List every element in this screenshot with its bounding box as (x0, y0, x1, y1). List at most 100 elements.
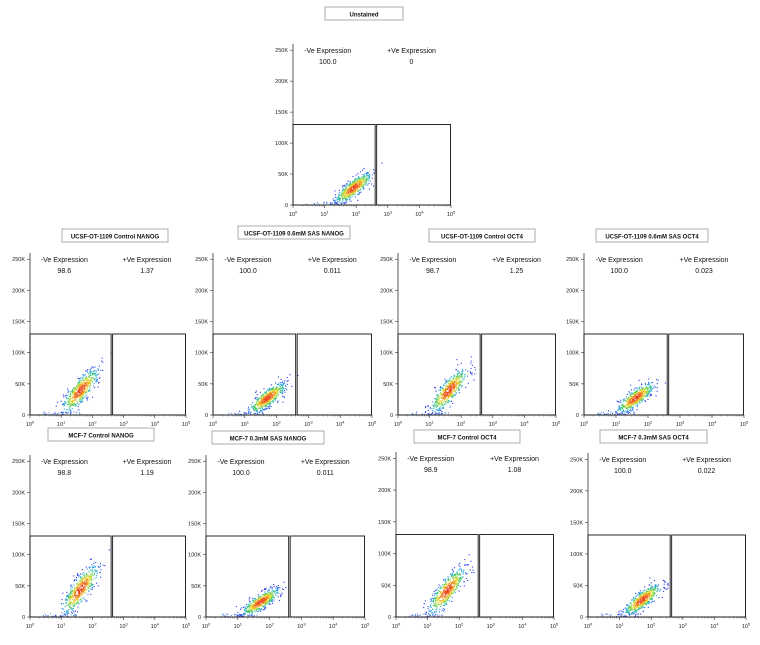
data-point (86, 576, 88, 578)
data-point (273, 398, 275, 400)
data-point (459, 381, 461, 384)
data-point (350, 197, 352, 199)
data-point (248, 611, 250, 613)
data-point (257, 401, 259, 403)
x-tick-label: 103 (119, 420, 128, 429)
data-point (637, 397, 639, 399)
x-tick-label: 105 (361, 622, 370, 631)
data-point (443, 395, 445, 397)
data-point (81, 388, 83, 391)
data-point (65, 599, 67, 601)
data-point (346, 201, 348, 203)
data-point (108, 549, 110, 551)
data-point (81, 401, 83, 403)
data-point (360, 184, 362, 186)
data-point (73, 604, 76, 606)
data-point (75, 595, 77, 597)
data-point (243, 609, 246, 611)
data-point (286, 383, 288, 385)
data-point (636, 393, 639, 395)
data-point (245, 607, 247, 610)
data-point (284, 384, 286, 386)
data-point (268, 392, 270, 394)
data-point (85, 370, 87, 372)
data-point (278, 385, 280, 387)
data-point (266, 590, 268, 592)
data-point (260, 395, 262, 397)
data-point (258, 403, 260, 405)
data-point (343, 197, 345, 199)
data-point (641, 401, 643, 403)
data-point (98, 373, 100, 375)
data-point (81, 392, 83, 394)
data-point (77, 395, 79, 397)
data-point (343, 194, 345, 196)
data-point (343, 202, 345, 204)
data-point (459, 579, 461, 581)
data-point (355, 184, 357, 186)
y-tick-label: 100K (566, 351, 579, 357)
data-point (71, 612, 73, 614)
data-point (444, 389, 446, 392)
data-point (269, 393, 271, 395)
data-point (347, 191, 349, 193)
data-point (363, 178, 365, 180)
data-point (448, 385, 450, 387)
data-point (620, 406, 622, 408)
data-point (77, 393, 79, 395)
data-point (222, 614, 224, 616)
data-point (353, 185, 355, 188)
plot-ot1109-control-oct4: UCSF-OT-1109 Control OCT4050K100K150K200… (380, 228, 561, 428)
data-point (69, 410, 71, 412)
data-point (443, 586, 445, 588)
data-point (365, 184, 367, 186)
data-point (265, 396, 267, 398)
data-point (644, 391, 646, 393)
data-point (275, 389, 277, 392)
data-point (74, 579, 76, 581)
data-point (438, 389, 440, 391)
data-point (359, 189, 361, 191)
data-point (68, 401, 70, 403)
data-point (256, 407, 258, 409)
data-point (257, 596, 259, 598)
data-point (257, 413, 259, 415)
data-point (348, 186, 350, 188)
data-point (474, 369, 476, 371)
data-point (454, 580, 456, 582)
data-point (262, 408, 264, 411)
data-point (637, 404, 639, 406)
data-point (453, 378, 455, 380)
data-point (95, 381, 97, 383)
data-point (430, 598, 432, 600)
data-point (268, 590, 270, 592)
data-point (84, 395, 86, 398)
data-point (271, 389, 273, 391)
data-point (277, 596, 279, 598)
data-point (447, 391, 449, 393)
data-point (445, 579, 447, 582)
data-point (342, 186, 344, 188)
data-point (647, 388, 649, 390)
data-point (240, 614, 242, 617)
data-point (89, 374, 91, 377)
data-point (451, 573, 453, 576)
data-point (261, 410, 263, 412)
data-point (247, 605, 249, 607)
data-point (421, 413, 423, 415)
data-point (55, 615, 57, 617)
scatter-points (411, 356, 476, 416)
data-point (89, 372, 91, 374)
data-point (81, 583, 83, 585)
data-point (80, 386, 82, 388)
data-point (264, 595, 266, 597)
data-point (254, 602, 256, 604)
data-point (78, 385, 81, 387)
y-tick-label: 200K (195, 288, 208, 294)
data-point (649, 389, 651, 391)
data-point (257, 597, 259, 600)
data-point (438, 603, 440, 605)
data-point (266, 400, 268, 402)
data-point (337, 197, 339, 199)
data-point (471, 374, 473, 376)
